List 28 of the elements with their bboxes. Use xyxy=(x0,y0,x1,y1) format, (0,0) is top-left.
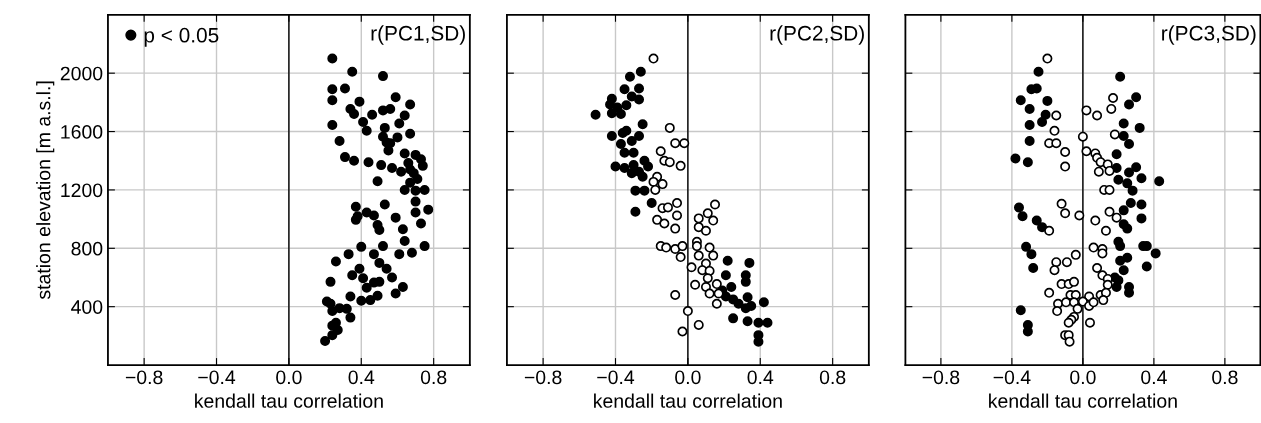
y-tick-label: 2000 xyxy=(60,66,103,81)
x-tick-label: 0.0 xyxy=(675,370,701,385)
x-tick-label: −0.8 xyxy=(922,370,960,385)
y-tick-label: 400 xyxy=(71,300,103,314)
annotation: r(PC2,SD) xyxy=(770,25,864,45)
x-tick-label: 0.0 xyxy=(276,370,302,385)
x-tick-label: −0.4 xyxy=(597,370,635,385)
x-tick-label: −0.8 xyxy=(524,370,562,385)
x-tick-label: −0.4 xyxy=(198,370,236,385)
x-tick-label: 0.8 xyxy=(819,370,846,385)
y-axis-title: station elevation [m a.s.l.] xyxy=(36,81,55,300)
x-axis-title: kendall tau correlation xyxy=(195,393,383,408)
x-tick-label: 0.0 xyxy=(1070,370,1096,385)
x-tick-label: 0.8 xyxy=(1212,370,1238,385)
x-axis-title: kendall tau correlation xyxy=(594,393,782,408)
y-tick-label: 800 xyxy=(71,241,103,256)
x-axis-title: kendall tau correlation xyxy=(989,393,1177,408)
legend-label: p < 0.05 xyxy=(144,27,219,47)
annotation: r(PC3,SD) xyxy=(1162,25,1256,45)
x-tick-label: 0.4 xyxy=(747,370,774,385)
x-tick-label: 0.4 xyxy=(1141,370,1167,385)
x-tick-label: −0.8 xyxy=(125,370,163,385)
annotation: r(PC1,SD) xyxy=(371,25,465,45)
y-tick-label: 1600 xyxy=(61,125,103,139)
x-tick-label: 0.4 xyxy=(348,370,375,385)
x-tick-label: 0.8 xyxy=(420,370,447,385)
y-tick-label: 1200 xyxy=(61,183,103,198)
x-tick-label: −0.4 xyxy=(993,370,1031,385)
